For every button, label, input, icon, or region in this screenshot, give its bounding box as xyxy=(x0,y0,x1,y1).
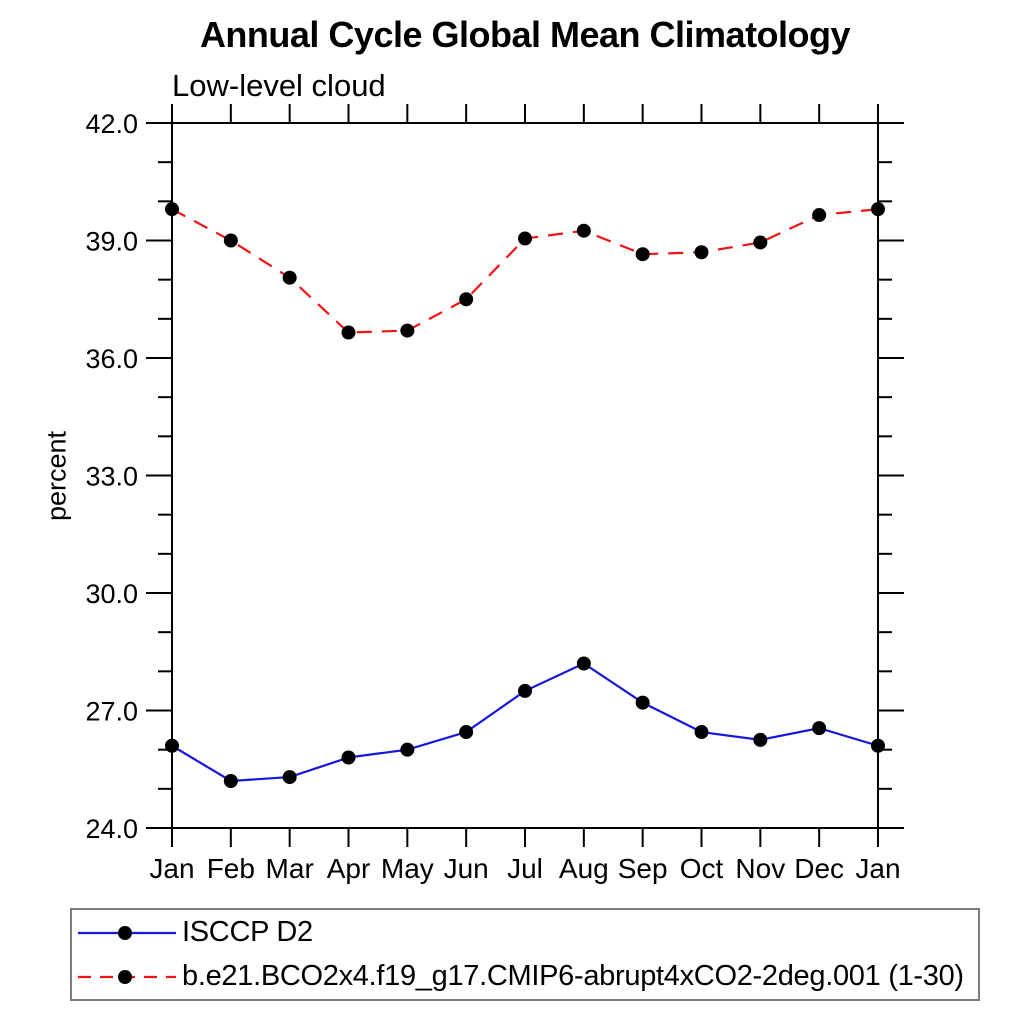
x-tick-label: Jan xyxy=(855,853,900,884)
data-point-0-Oct xyxy=(694,725,709,740)
y-tick-label: 27.0 xyxy=(85,697,138,727)
y-tick-label: 42.0 xyxy=(85,109,138,139)
x-tick-label: Feb xyxy=(207,853,255,884)
data-point-0-May xyxy=(400,742,415,757)
data-point-1-Sep xyxy=(635,247,650,262)
data-point-0-Jul xyxy=(518,683,532,698)
data-point-1-Nov xyxy=(753,235,768,250)
data-point-0-Mar xyxy=(282,770,297,785)
x-tick-label: Jun xyxy=(444,853,489,884)
data-point-0-Jun xyxy=(459,725,474,740)
legend-sample-solid-line-icon xyxy=(78,925,176,940)
legend: ISCCP D2 b.e21.BCO2x4.f19_g17.CMIP6-abru… xyxy=(70,908,980,1001)
series-line-1 xyxy=(171,208,879,334)
data-point-0-Nov xyxy=(753,732,768,747)
y-tick-label: 30.0 xyxy=(85,579,138,609)
y-tick-label: 39.0 xyxy=(85,227,138,257)
legend-row-isccp: ISCCP D2 xyxy=(72,914,978,952)
legend-label-isccp: ISCCP D2 xyxy=(182,916,313,948)
data-point-1-May xyxy=(400,323,415,338)
data-point-0-Aug xyxy=(576,656,591,671)
plot-frame xyxy=(171,122,879,829)
data-point-1-Mar xyxy=(282,270,297,285)
series-line-0 xyxy=(171,662,879,783)
data-point-0-Jan xyxy=(165,738,179,753)
legend-row-model: b.e21.BCO2x4.f19_g17.CMIP6-abrupt4xCO2-2… xyxy=(72,958,978,996)
chart-subtitle: Low-level cloud xyxy=(172,68,386,103)
data-point-1-Jan xyxy=(165,202,179,217)
data-point-0-Dec xyxy=(812,721,827,736)
x-tick-label: Sep xyxy=(618,853,668,884)
data-point-0-Feb xyxy=(223,774,238,788)
y-tick-label: 24.0 xyxy=(85,814,138,844)
x-tick-label: Jul xyxy=(507,853,543,884)
x-tick-label: Aug xyxy=(559,853,609,884)
data-point-1-Apr xyxy=(341,325,356,340)
data-point-1-Aug xyxy=(576,223,591,238)
x-tick-label: Oct xyxy=(680,853,724,884)
x-tick-label: Dec xyxy=(794,853,844,884)
x-tick-label: Jan xyxy=(149,853,194,884)
x-tick-label: Nov xyxy=(735,853,785,884)
data-point-0-Sep xyxy=(635,695,650,710)
data-point-1-Feb xyxy=(223,233,238,248)
y-tick-label: 33.0 xyxy=(85,462,138,492)
data-point-1-Jan xyxy=(871,202,885,217)
data-point-1-Dec xyxy=(812,208,827,223)
data-point-1-Jun xyxy=(459,292,474,307)
legend-sample-dashed-line-icon xyxy=(78,969,176,984)
data-point-1-Jul xyxy=(518,231,532,246)
y-tick-label: 36.0 xyxy=(85,344,138,374)
x-tick-label: Apr xyxy=(327,853,371,884)
data-point-0-Jan xyxy=(871,738,885,753)
chart-title: Annual Cycle Global Mean Climatology xyxy=(199,14,851,55)
data-point-0-Apr xyxy=(341,750,356,765)
data-point-1-Oct xyxy=(694,245,709,260)
legend-label-model: b.e21.BCO2x4.f19_g17.CMIP6-abrupt4xCO2-2… xyxy=(182,960,964,992)
x-tick-label: Mar xyxy=(266,853,314,884)
x-tick-label: May xyxy=(381,853,434,884)
